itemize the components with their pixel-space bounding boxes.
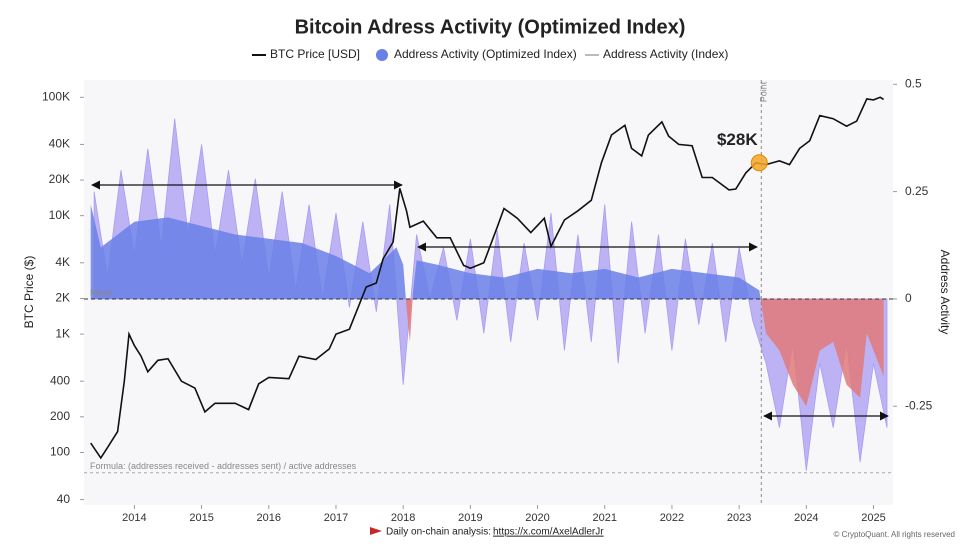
y-tick-label: 20K xyxy=(49,172,70,186)
y-tick-label: 100 xyxy=(50,445,70,459)
y-tick-label: 2K xyxy=(55,291,70,305)
point-label: Point xyxy=(759,81,769,102)
legend-label: BTC Price [USD] xyxy=(270,47,360,61)
x-tick-label: 2025 xyxy=(861,512,885,524)
legend-label: Address Activity (Index) xyxy=(603,47,728,61)
chart-title: Bitcoin Adress Activity (Optimized Index… xyxy=(295,16,686,38)
y2-tick-label: 0 xyxy=(905,291,912,305)
annotation-marker xyxy=(750,154,768,172)
activity-area xyxy=(90,204,884,407)
x-tick-label: 2022 xyxy=(660,512,684,524)
footer-link[interactable]: https://x.com/AxelAdlerJr xyxy=(493,527,604,538)
x-tick-label: 2015 xyxy=(189,512,213,524)
y2-tick-label: 0.25 xyxy=(905,184,929,198)
y-tick-label: 4K xyxy=(55,255,70,269)
x-tick-label: 2018 xyxy=(391,512,415,524)
y-axis-label: BTC Price ($) xyxy=(22,256,36,329)
copyright: © CryptoQuant. All rights reserved xyxy=(834,530,956,539)
y-tick-label: 40K xyxy=(49,137,70,151)
y-tick-label: 100K xyxy=(42,89,70,103)
footer-text: Daily on-chain analysis: xyxy=(386,527,491,538)
x-tick-label: 2017 xyxy=(324,512,348,524)
mean-label: Mean xyxy=(90,287,113,297)
x-tick-label: 2021 xyxy=(593,512,617,524)
y-tick-label: 400 xyxy=(50,373,70,387)
x-tick-label: 2016 xyxy=(257,512,281,524)
annotation-label: $28K xyxy=(717,130,758,149)
x-tick-label: 2019 xyxy=(458,512,482,524)
y-tick-label: 1K xyxy=(55,326,70,340)
y2-axis-label: Address Activity xyxy=(938,250,952,335)
x-tick-label: 2023 xyxy=(727,512,751,524)
formula-label: Formula: (addresses received - addresses… xyxy=(90,461,357,471)
plot: Mean Formula: (addresses received - addre… xyxy=(80,80,897,509)
legend-label: Address Activity (Optimized Index) xyxy=(394,47,577,61)
y2-tick-label: 0.5 xyxy=(905,76,922,90)
x-tick-label: 2024 xyxy=(794,512,818,524)
legend-symbol xyxy=(376,49,388,61)
y-tick-label: 40 xyxy=(57,492,71,506)
y-tick-label: 10K xyxy=(49,208,70,222)
footer-flag xyxy=(370,527,382,535)
y2-tick-label: -0.25 xyxy=(905,398,933,412)
y-tick-label: 200 xyxy=(50,409,70,423)
x-tick-label: 2020 xyxy=(525,512,549,524)
x-tick-label: 2014 xyxy=(122,512,146,524)
